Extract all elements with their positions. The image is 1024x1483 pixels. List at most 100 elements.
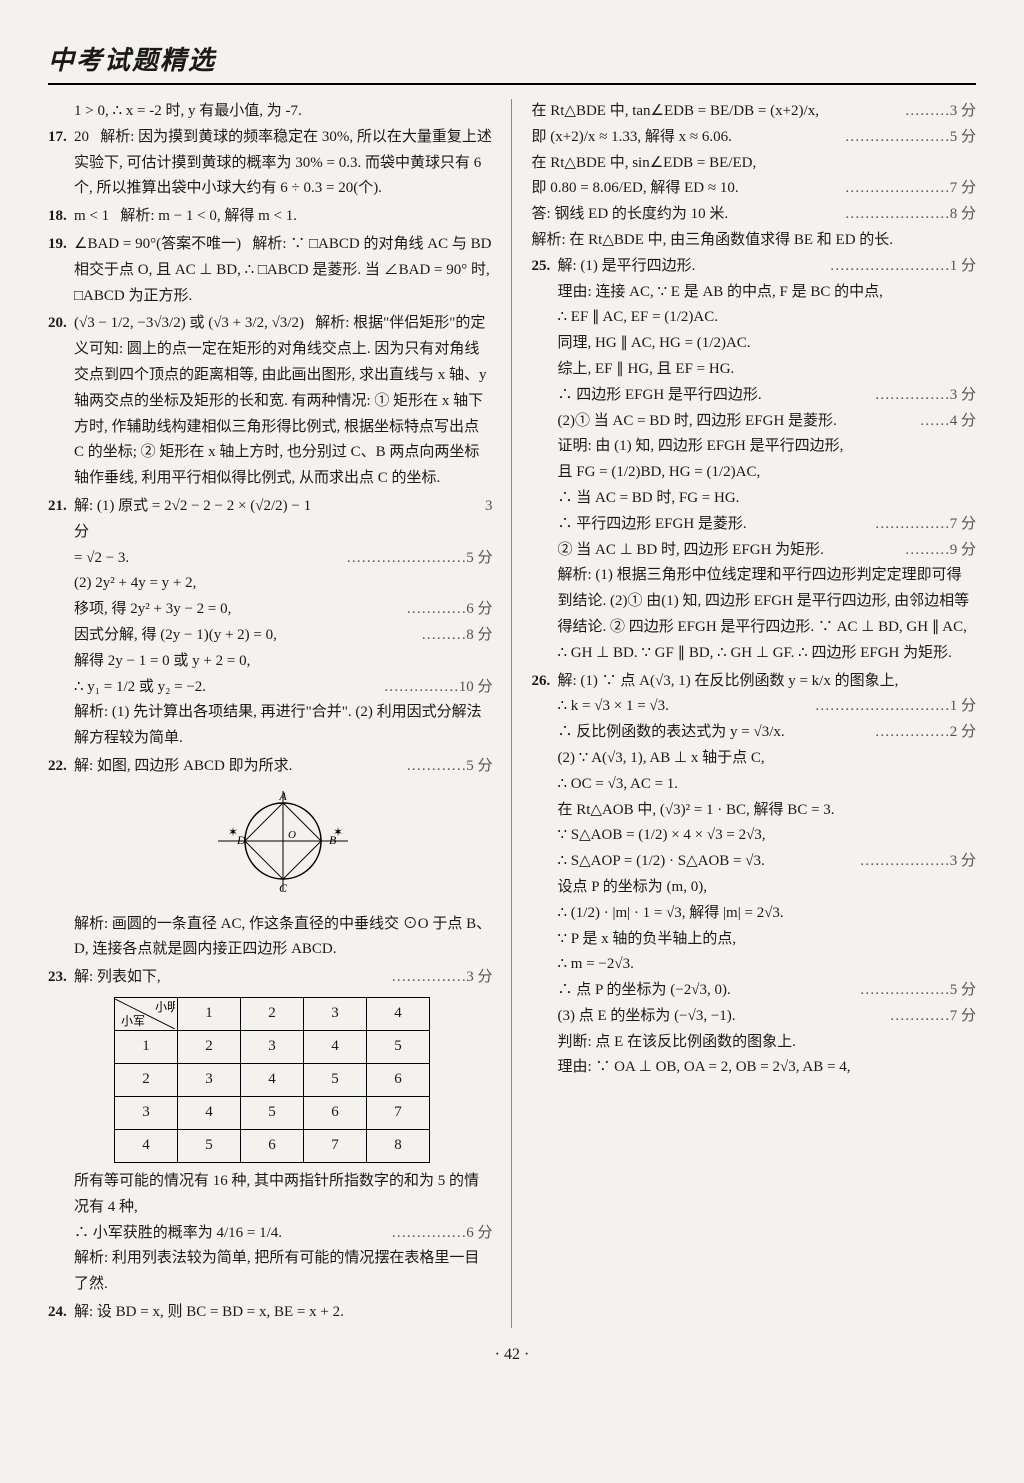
l26-8: ∴ S△AOP = (1/2) · S△AOB = √3. <box>558 849 860 875</box>
l21-5: 因式分解, 得 (2y − 1)(y + 2) = 0, <box>74 623 421 649</box>
rh-3: 3 <box>115 1096 178 1129</box>
num-20: 20. <box>48 311 74 492</box>
s26-13: 5 分 <box>950 978 976 1004</box>
num-22: 22. <box>48 754 74 963</box>
item-25: 25. 解: (1) 是平行四边形.……………………1 分 理由: 连接 AC,… <box>532 254 977 667</box>
exp-17: 解析: 因为摸到黄球的频率稳定在 30%, 所以在大量重复上述实验下, 可估计摸… <box>74 129 492 197</box>
page-title: 中考试题精选 <box>48 40 976 85</box>
l25-8: 证明: 由 (1) 知, 四边形 EFGH 是平行四边形, <box>558 434 977 460</box>
svg-text:小军: 小军 <box>121 1014 145 1028</box>
page-number: · 42 · <box>48 1346 976 1364</box>
d21-7: …………… <box>384 675 459 701</box>
d21-4: ………… <box>406 597 466 623</box>
item-20: 20. (√3 − 1/2, −3√3/2) 或 (√3 + 3/2, √3/2… <box>48 311 493 492</box>
s23-3: 6 分 <box>466 1221 492 1247</box>
item-19: 19. ∠BAD = 90°(答案不唯一) 解析: ∵ □ABCD 的对角线 A… <box>48 232 493 309</box>
num-19: 19. <box>48 232 74 309</box>
svg-text:C: C <box>279 881 288 895</box>
item-21: 21. 解: (1) 原式 = 2√2 − 2 − 2 × (√2/2) − 1… <box>48 494 493 752</box>
r24-2: 即 (x+2)/x ≈ 1.33, 解得 x ≈ 6.06. <box>532 125 845 151</box>
l25-12: ② 当 AC ⊥ BD 时, 四边形 EFGH 为矩形. <box>558 538 905 564</box>
l21-7: ∴ y₁ = 1/2 或 y₂ = −2. <box>74 675 384 701</box>
num-26: 26. <box>532 669 558 1082</box>
num-18: 18. <box>48 204 74 230</box>
item-23: 23. 解: 列表如下,……………3 分 小明小军 1 2 3 4 <box>48 965 493 1298</box>
item-26: 26. 解: (1) ∵ 点 A(√3, 1) 在反比例函数 y = k/x 的… <box>532 669 977 1082</box>
body-21: 解: (1) 原式 = 2√2 − 2 − 2 × (√2/2) − 13 分 … <box>74 494 493 752</box>
l21-3: (2) 2y² + 4y = y + 2, <box>74 571 493 597</box>
svg-text:O: O <box>288 829 296 841</box>
svg-text:小明: 小明 <box>155 1000 175 1014</box>
l23-1: 解: 列表如下, <box>74 965 391 991</box>
l26-15: 判断: 点 E 在该反比例函数的图象上. <box>558 1030 977 1056</box>
right-column: 在 Rt△BDE 中, tan∠EDB = BE/DB = (x+2)/x,……… <box>511 99 977 1328</box>
num-21: 21. <box>48 494 74 752</box>
rh-4: 4 <box>115 1129 178 1162</box>
s21-7: 10 分 <box>459 675 493 701</box>
r24-5: 答: 钢线 ED 的长度约为 10 米. <box>532 202 845 228</box>
ans-20: (√3 − 1/2, −3√3/2) 或 (√3 + 3/2, √3/2) <box>74 315 304 331</box>
ch-4: 4 <box>367 997 430 1030</box>
l26-9: 设点 P 的坐标为 (m, 0), <box>558 875 977 901</box>
l26-5: ∴ OC = √3, AC = 1. <box>558 772 977 798</box>
page: 中考试题精选 1 > 0, ∴ x = -2 时, y 有最小值, 为 -7. … <box>0 0 1024 1483</box>
s21-1: 3 <box>485 494 493 520</box>
l25-11: ∴ 平行四边形 EFGH 是菱形. <box>558 512 875 538</box>
svg-text:A: A <box>279 789 288 803</box>
l26-16: 理由: ∵ OA ⊥ OB, OA = 2, OB = 2√3, AB = 4, <box>558 1055 977 1081</box>
l22-1: 解: 如图, 四边形 ABCD 即为所求. <box>74 754 406 780</box>
r24-1: 在 Rt△BDE 中, tan∠EDB = BE/DB = (x+2)/x, <box>532 99 905 125</box>
l21-1: 解: (1) 原式 = 2√2 − 2 − 2 × (√2/2) − 1 <box>74 494 485 520</box>
l25-1: 解: (1) 是平行四边形. <box>558 254 830 280</box>
l24-1: 解: 设 BD = x, 则 BC = BD = x, BE = x + 2. <box>74 1300 493 1326</box>
l21-6: 解得 2y − 1 = 0 或 y + 2 = 0, <box>74 649 493 675</box>
s26-3: 2 分 <box>950 720 976 746</box>
l26-14: (3) 点 E 的坐标为 (−√3, −1). <box>558 1004 890 1030</box>
body-26: 解: (1) ∵ 点 A(√3, 1) 在反比例函数 y = k/x 的图象上,… <box>558 669 977 1082</box>
l25-3: ∴ EF ∥ AC, EF = (1/2)AC. <box>558 305 977 331</box>
l26-11: ∵ P 是 x 轴的负半轴上的点, <box>558 927 977 953</box>
rs24-2: 5 分 <box>950 125 976 151</box>
s26-2: 1 分 <box>950 694 976 720</box>
rs24-4: 7 分 <box>950 176 976 202</box>
l25-9: 且 FG = (1/2)BD, HG = (1/2)AC, <box>558 460 977 486</box>
num-23: 23. <box>48 965 74 1298</box>
svg-text:✶: ✶ <box>333 825 343 839</box>
s23-1: 3 分 <box>466 965 492 991</box>
ans-18: m < 1 <box>74 208 109 224</box>
body-22: 解: 如图, 四边形 ABCD 即为所求.…………5 分 A B C D O <box>74 754 493 963</box>
l26-7: ∵ S△AOB = (1/2) × 4 × √3 = 2√3, <box>558 823 977 849</box>
l21-4: 移项, 得 2y² + 3y − 2 = 0, <box>74 597 406 623</box>
table-corner: 小明小军 <box>115 997 178 1030</box>
l25-5: 综上, EF ∥ HG, 且 EF = HG. <box>558 357 977 383</box>
r24-exp: 解析: 在 Rt△BDE 中, 由三角函数值求得 BE 和 ED 的长. <box>532 228 977 254</box>
l25-7: (2)① 当 AC = BD 时, 四边形 EFGH 是菱形. <box>558 409 920 435</box>
ans-17: 20 <box>74 129 89 145</box>
r24-4: 即 0.80 = 8.06/ED, 解得 ED ≈ 10. <box>532 176 845 202</box>
s25-1: 1 分 <box>950 254 976 280</box>
ch-1: 1 <box>178 997 241 1030</box>
r24-3: 在 Rt△BDE 中, sin∠EDB = BE/ED, <box>532 151 977 177</box>
l21-2: = √2 − 3. <box>74 546 346 572</box>
exp-20: 解析: 根据"伴侣矩形"的定义可知: 圆上的点一定在矩形的对角线交点上. 因为只… <box>74 315 487 486</box>
exp-22: 解析: 画圆的一条直径 AC, 作这条直径的中垂线交 ⊙O 于点 B、D, 连接… <box>74 912 493 964</box>
s26-8: 3 分 <box>950 849 976 875</box>
num-24: 24. <box>48 1300 74 1326</box>
exp-23: 解析: 利用列表法较为简单, 把所有可能的情况摆在表格里一目了然. <box>74 1246 493 1298</box>
two-columns: 1 > 0, ∴ x = -2 时, y 有最小值, 为 -7. 17. 20 … <box>48 99 976 1328</box>
body-17: 20 解析: 因为摸到黄球的频率稳定在 30%, 所以在大量重复上述实验下, 可… <box>74 125 493 202</box>
body-25: 解: (1) 是平行四边形.……………………1 分 理由: 连接 AC, ∵ E… <box>558 254 977 667</box>
l21-1b: 分 <box>74 520 493 546</box>
item-24: 24. 解: 设 BD = x, 则 BC = BD = x, BE = x +… <box>48 1300 493 1326</box>
l26-3: ∴ 反比例函数的表达式为 y = √3/x. <box>558 720 875 746</box>
left-column: 1 > 0, ∴ x = -2 时, y 有最小值, 为 -7. 17. 20 … <box>48 99 511 1328</box>
s26-14: 7 分 <box>950 1004 976 1030</box>
l26-13: ∴ 点 P 的坐标为 (−2√3, 0). <box>558 978 860 1004</box>
l26-10: ∴ (1/2) · |m| · 1 = √3, 解得 |m| = 2√3. <box>558 901 977 927</box>
body-19: ∠BAD = 90°(答案不唯一) 解析: ∵ □ABCD 的对角线 AC 与 … <box>74 232 493 309</box>
d23-3: …………… <box>391 1221 466 1247</box>
l25-4: 同理, HG ∥ AC, HG = (1/2)AC. <box>558 331 977 357</box>
s21-5: 8 分 <box>466 623 492 649</box>
l26-2: ∴ k = √3 × 1 = √3. <box>558 694 815 720</box>
d22-1: ………… <box>406 754 466 780</box>
